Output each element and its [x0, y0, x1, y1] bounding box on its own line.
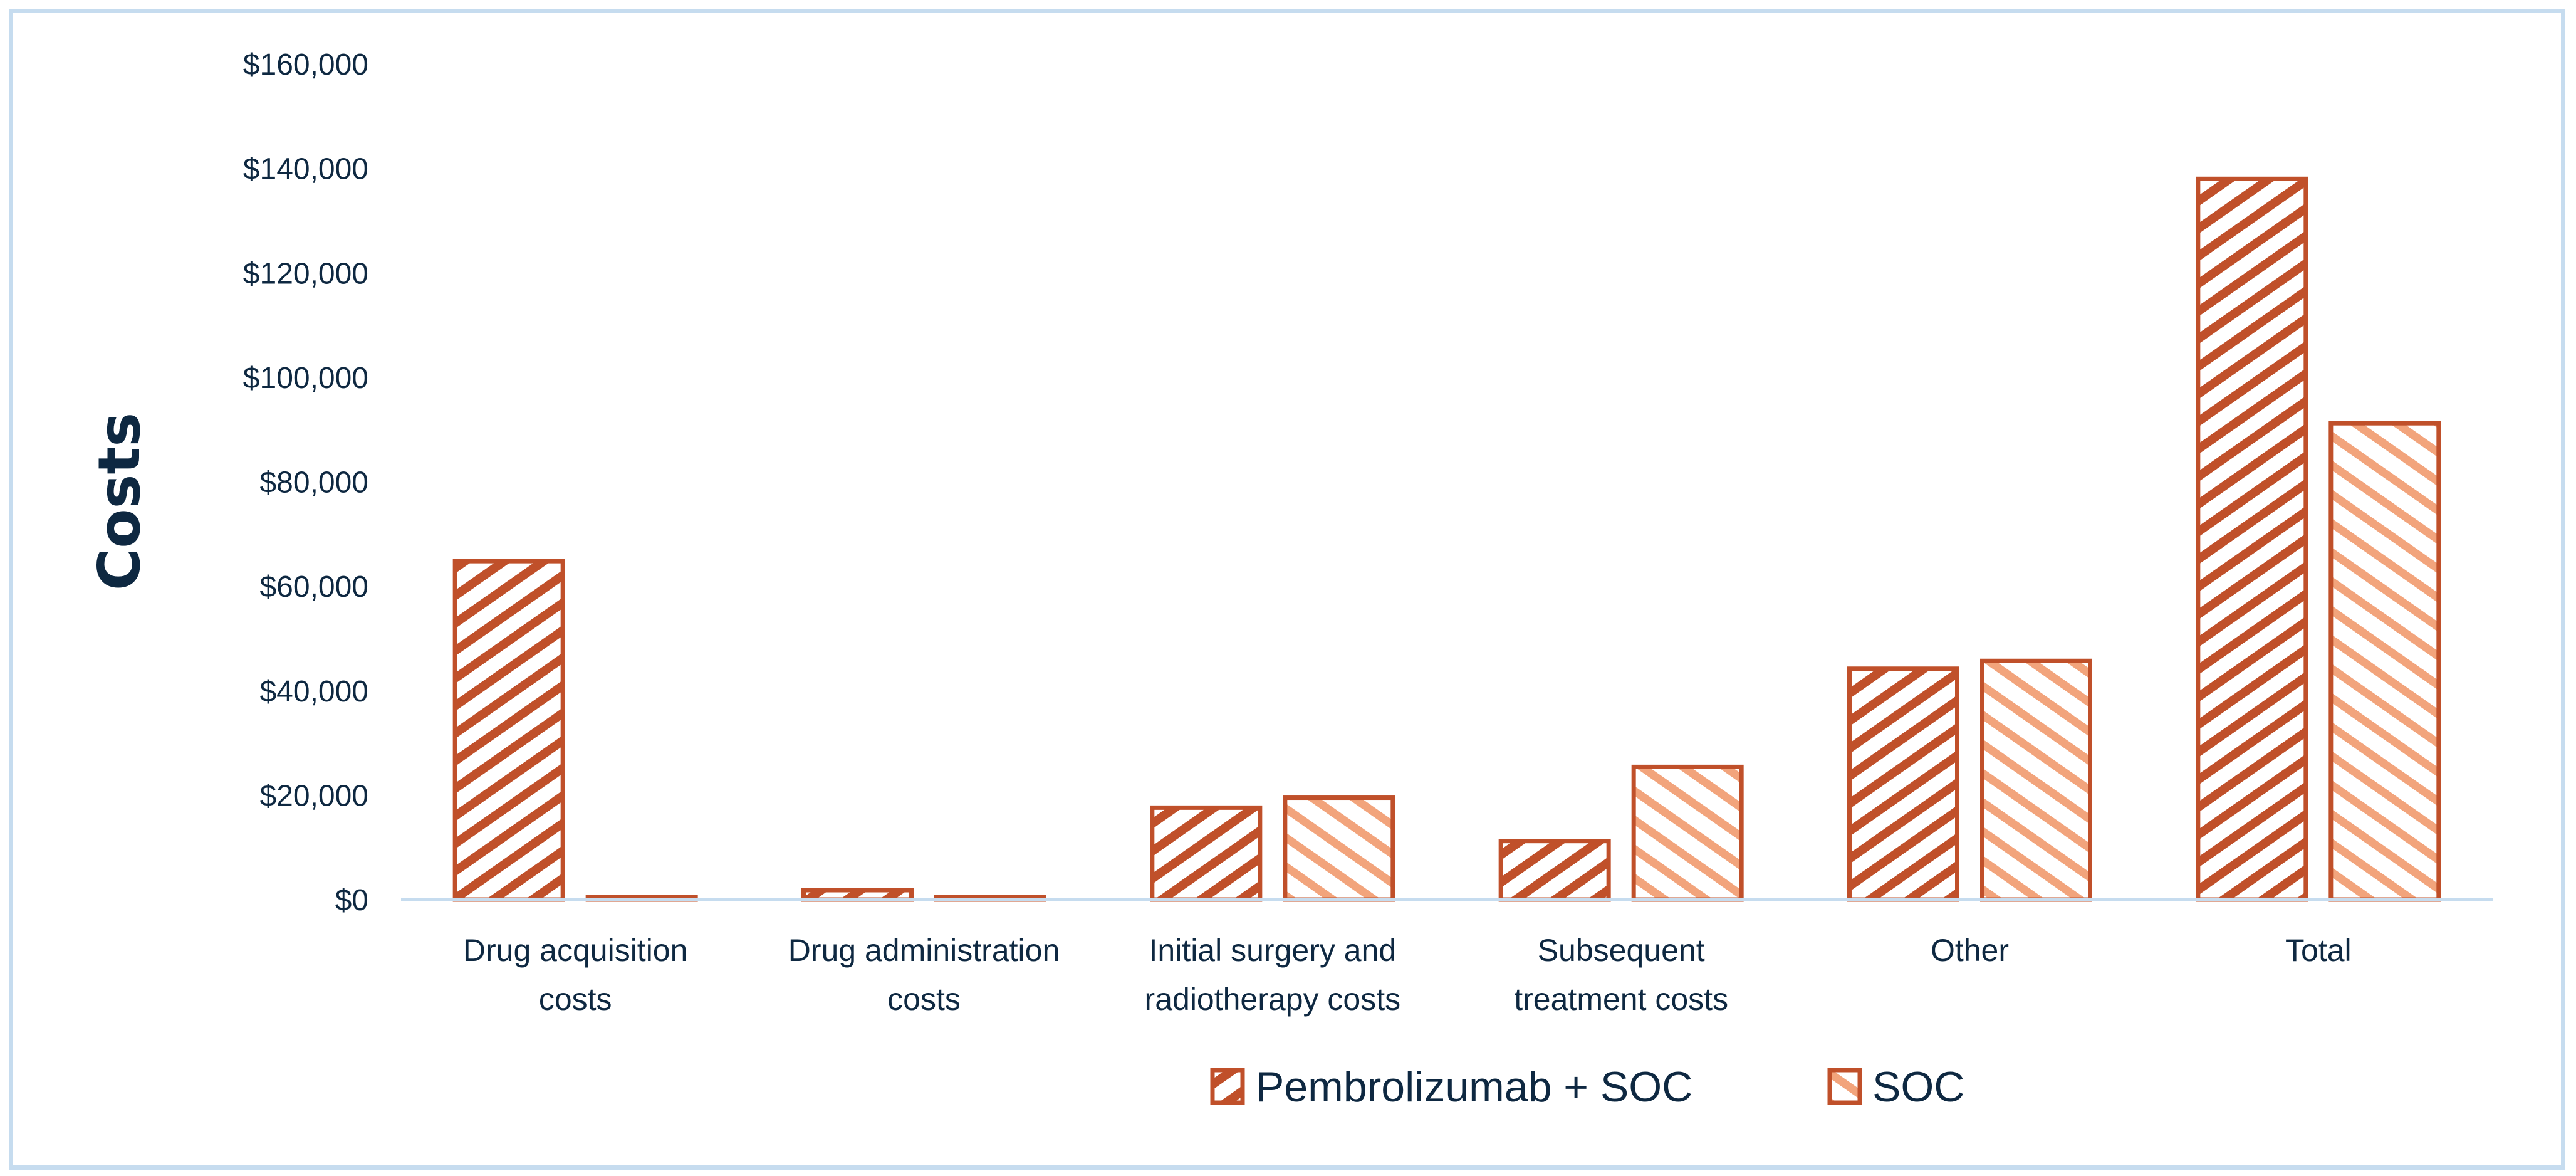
bar-soc-4[interactable] — [1980, 658, 2092, 902]
x-category-label: Initial surgery and — [1149, 933, 1397, 968]
bar-pembrolizumab-soc-0[interactable] — [452, 559, 565, 902]
x-category-label: Total — [2285, 933, 2352, 968]
x-category-label: treatment costs — [1514, 982, 1728, 1017]
legend-swatch-forward-hatch-icon — [1210, 1068, 1245, 1105]
y-tick-label: $160,000 — [243, 48, 368, 81]
bar-series — [452, 176, 2441, 902]
chart-frame — [9, 9, 2565, 1170]
legend: Pembrolizumab + SOC SOC — [1210, 1063, 1964, 1111]
y-tick-label: $80,000 — [259, 466, 368, 500]
y-tick-label: $0 — [335, 884, 368, 917]
x-category-label: Drug administration — [788, 933, 1060, 968]
y-axis-ticks: $0 $20,000 $40,000 $60,000 $80,000 $100,000 $1… — [243, 48, 368, 917]
bar-soc-2[interactable] — [1283, 795, 1395, 902]
y-tick-label: $140,000 — [243, 153, 368, 186]
x-category-label: Subsequent — [1538, 933, 1705, 968]
x-category-label: costs — [539, 982, 612, 1017]
legend-item-pembrolizumab-soc[interactable]: Pembrolizumab + SOC — [1210, 1063, 1692, 1111]
bar-pembrolizumab-soc-3[interactable] — [1498, 839, 1611, 902]
bar-pembrolizumab-soc-2[interactable] — [1150, 805, 1263, 902]
x-category-label: costs — [887, 982, 961, 1017]
y-tick-label: $100,000 — [243, 362, 368, 395]
bar-soc-3[interactable] — [1631, 764, 1744, 902]
legend-label-soc: SOC — [1872, 1063, 1964, 1111]
legend-item-soc[interactable]: SOC — [1827, 1063, 1964, 1111]
legend-swatch-backward-hatch-icon — [1827, 1068, 1862, 1105]
x-category-label: radiotherapy costs — [1145, 982, 1401, 1017]
y-tick-label: $40,000 — [259, 675, 368, 708]
legend-label-pembrolizumab-soc: Pembrolizumab + SOC — [1256, 1063, 1692, 1111]
y-tick-label: $120,000 — [243, 257, 368, 290]
bar-pembrolizumab-soc-4[interactable] — [1847, 666, 1959, 902]
x-category-label: Other — [1931, 933, 2009, 968]
bar-pembrolizumab-soc-5[interactable] — [2196, 176, 2308, 902]
x-category-label: Drug acquisition — [463, 933, 688, 968]
y-tick-label: $20,000 — [259, 779, 368, 812]
y-axis-title: Costs — [86, 412, 153, 591]
x-axis-category-labels: Drug acquisition costs Drug administration… — [463, 933, 2352, 1017]
y-tick-label: $60,000 — [259, 570, 368, 604]
bar-soc-5[interactable] — [2328, 421, 2441, 902]
